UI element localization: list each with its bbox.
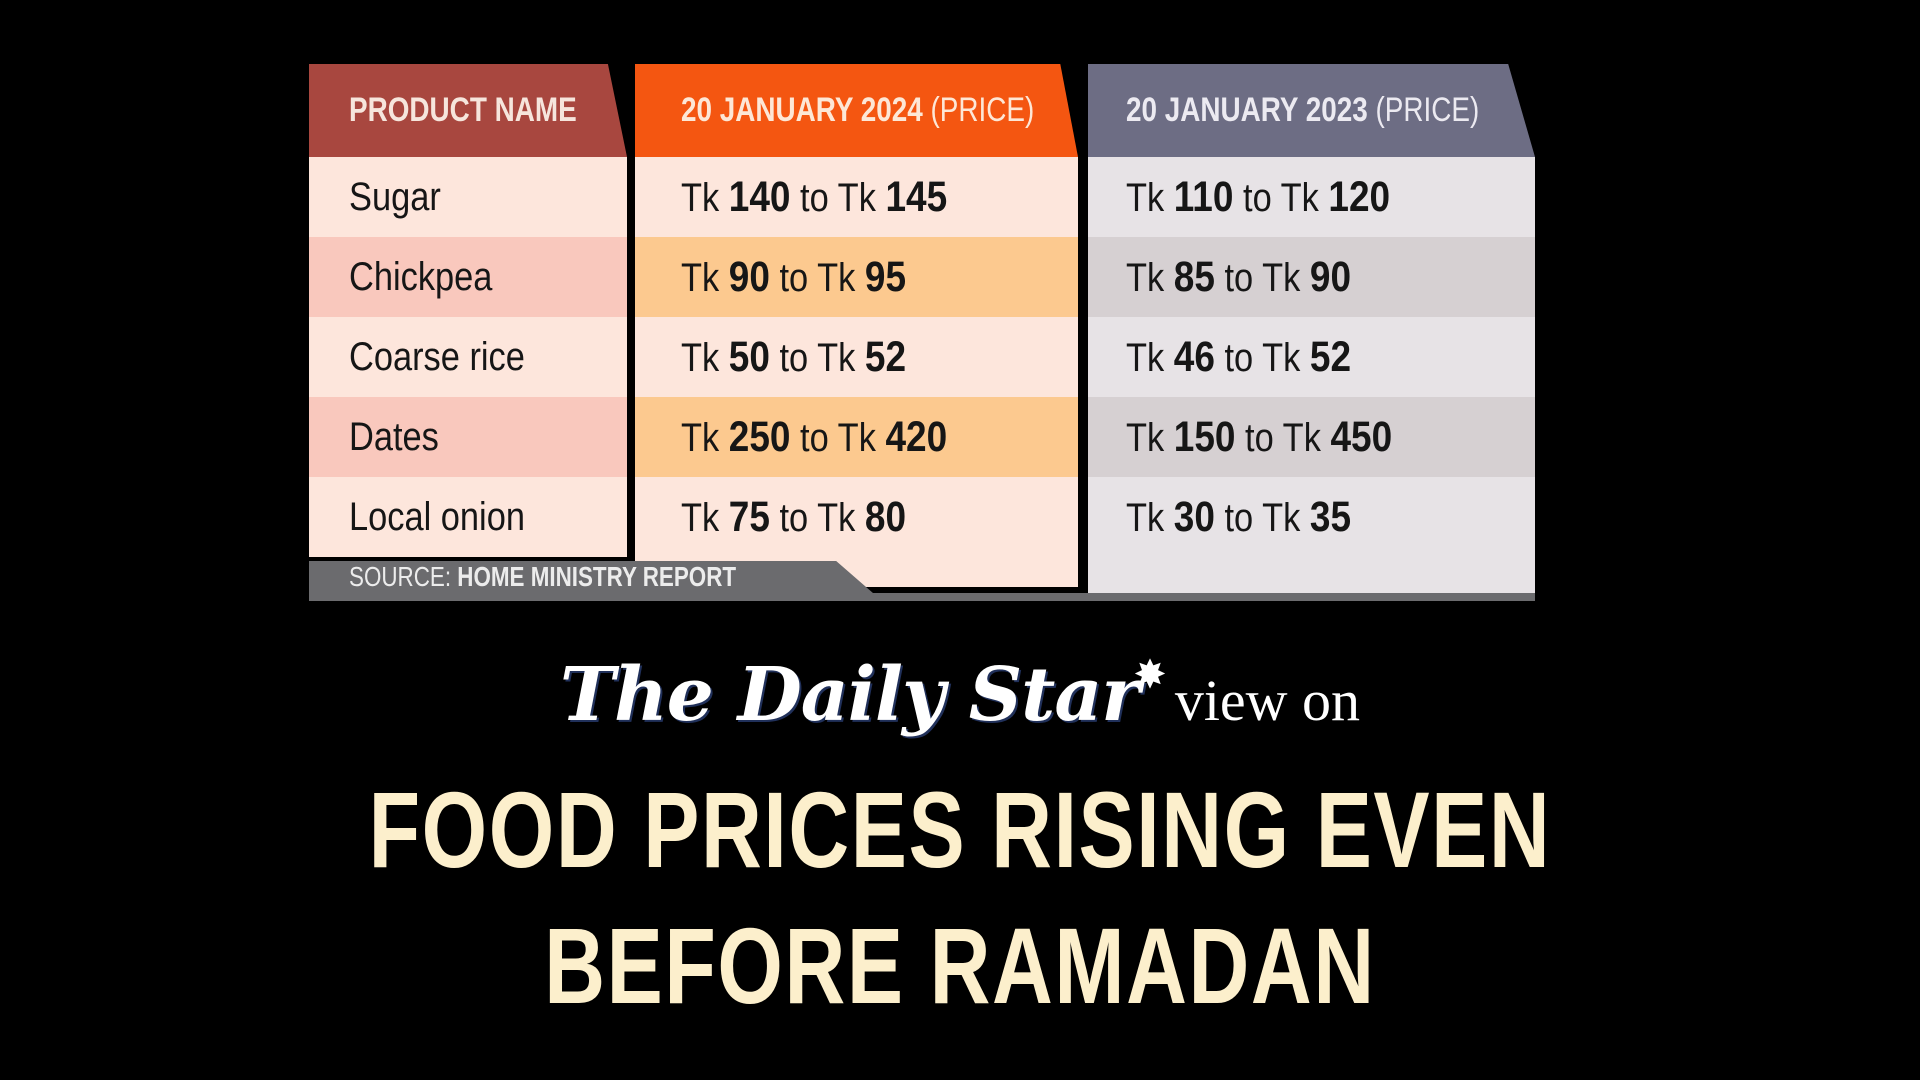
- price-high: 52: [864, 333, 907, 381]
- price-cell: Tk 75 to Tk 80: [635, 477, 1078, 557]
- range-word: to: [779, 496, 809, 540]
- currency-label: Tk: [1282, 416, 1321, 460]
- currency-label: Tk: [681, 256, 720, 300]
- currency-label: Tk: [817, 496, 856, 540]
- price-cell: Tk 150 to Tk 450: [1088, 397, 1535, 477]
- price-2024-header-sub: (PRICE): [930, 91, 1035, 129]
- price-cell: Tk 50 to Tk 52: [635, 317, 1078, 397]
- table-row: Coarse rice: [309, 317, 627, 397]
- price-cell: Tk 250 to Tk 420: [635, 397, 1078, 477]
- price-high: 120: [1328, 173, 1391, 221]
- range-word: to: [1224, 256, 1254, 300]
- price-2024-column-header: 20 JANUARY 2024 (PRICE): [635, 64, 1078, 157]
- price-low: 85: [1173, 253, 1215, 301]
- price-high: 420: [885, 413, 948, 461]
- headline: FOOD PRICES RISING EVEN BEFORE RAMADAN: [0, 762, 1920, 1034]
- currency-label: Tk: [817, 256, 856, 300]
- price-cell: Tk 85 to Tk 90: [1088, 237, 1535, 317]
- price-low: 110: [1173, 173, 1234, 221]
- currency-label: Tk: [681, 416, 720, 460]
- price-comparison-table: PRODUCT NAME Sugar Chickpea Coarse rice …: [309, 64, 1535, 601]
- price-cell: Tk 46 to Tk 52: [1088, 317, 1535, 397]
- currency-label: Tk: [1262, 256, 1301, 300]
- price-high: 52: [1309, 333, 1352, 381]
- price-2023-column: 20 JANUARY 2023 (PRICE) Tk 110 to Tk 120…: [1088, 64, 1535, 557]
- price-low: 90: [728, 253, 770, 301]
- currency-label: Tk: [681, 336, 720, 380]
- product-name: Sugar: [349, 175, 441, 219]
- currency-label: Tk: [681, 176, 720, 220]
- column-2023-tail: [1088, 557, 1535, 593]
- range-word: to: [800, 176, 829, 220]
- table-row: Local onion: [309, 477, 627, 557]
- price-low: 46: [1173, 333, 1215, 381]
- price-2024-header-label: 20 JANUARY 2024: [681, 91, 923, 129]
- masthead: The Daily Star✸ view on: [0, 652, 1920, 738]
- price-low: 75: [728, 493, 770, 541]
- range-word: to: [1243, 176, 1272, 220]
- price-low: 30: [1173, 493, 1215, 541]
- product-name: Dates: [349, 415, 439, 459]
- currency-label: Tk: [1126, 176, 1165, 220]
- price-2023-header-label: 20 JANUARY 2023: [1126, 91, 1368, 129]
- currency-label: Tk: [1262, 336, 1301, 380]
- price-2023-header-sub: (PRICE): [1375, 91, 1480, 129]
- price-cell: Tk 30 to Tk 35: [1088, 477, 1535, 557]
- price-cell: Tk 140 to Tk 145: [635, 157, 1078, 237]
- product-name: Chickpea: [349, 255, 493, 299]
- range-word: to: [800, 416, 829, 460]
- currency-label: Tk: [837, 176, 876, 220]
- headline-line-1: FOOD PRICES RISING EVEN: [368, 769, 1552, 890]
- range-word: to: [779, 336, 809, 380]
- product-name: Local onion: [349, 495, 525, 539]
- price-high: 95: [864, 253, 907, 301]
- product-column: PRODUCT NAME Sugar Chickpea Coarse rice …: [309, 64, 627, 557]
- range-word: to: [1245, 416, 1274, 460]
- source-value: HOME MINISTRY REPORT: [457, 561, 737, 592]
- currency-label: Tk: [817, 336, 856, 380]
- range-word: to: [1224, 336, 1254, 380]
- product-column-header-label: PRODUCT NAME: [349, 91, 577, 129]
- daily-star-logo: The Daily Star: [559, 652, 1140, 738]
- masthead-tail: view on: [1174, 668, 1361, 733]
- price-high: 145: [885, 173, 948, 221]
- headline-line-2: BEFORE RAMADAN: [544, 905, 1376, 1026]
- table-row: Sugar: [309, 157, 627, 237]
- currency-label: Tk: [1126, 256, 1165, 300]
- price-cell: Tk 90 to Tk 95: [635, 237, 1078, 317]
- column-divider: [627, 157, 635, 557]
- price-low: 50: [728, 333, 770, 381]
- column-divider: [1078, 157, 1088, 587]
- table-row: Dates: [309, 397, 627, 477]
- currency-label: Tk: [681, 496, 720, 540]
- price-high: 35: [1309, 493, 1352, 541]
- price-low: 150: [1173, 413, 1236, 461]
- price-high: 80: [864, 493, 907, 541]
- currency-label: Tk: [1280, 176, 1319, 220]
- price-low: 140: [728, 173, 791, 221]
- price-low: 250: [728, 413, 791, 461]
- range-word: to: [779, 256, 809, 300]
- price-2024-column: 20 JANUARY 2024 (PRICE) Tk 140 to Tk 145…: [635, 64, 1078, 557]
- star-burst-icon: ✸: [1133, 652, 1167, 698]
- price-cell: Tk 110 to Tk 120: [1088, 157, 1535, 237]
- product-name: Coarse rice: [349, 335, 525, 379]
- source-label: SOURCE:: [349, 561, 452, 592]
- table-row: Chickpea: [309, 237, 627, 317]
- currency-label: Tk: [1126, 496, 1165, 540]
- currency-label: Tk: [1262, 496, 1301, 540]
- price-high: 90: [1309, 253, 1352, 301]
- currency-label: Tk: [837, 416, 876, 460]
- currency-label: Tk: [1126, 416, 1165, 460]
- price-2023-column-header: 20 JANUARY 2023 (PRICE): [1088, 64, 1535, 157]
- price-high: 450: [1330, 413, 1393, 461]
- range-word: to: [1224, 496, 1254, 540]
- product-column-header: PRODUCT NAME: [309, 64, 627, 157]
- source-note: SOURCE: HOME MINISTRY REPORT: [349, 561, 833, 593]
- currency-label: Tk: [1126, 336, 1165, 380]
